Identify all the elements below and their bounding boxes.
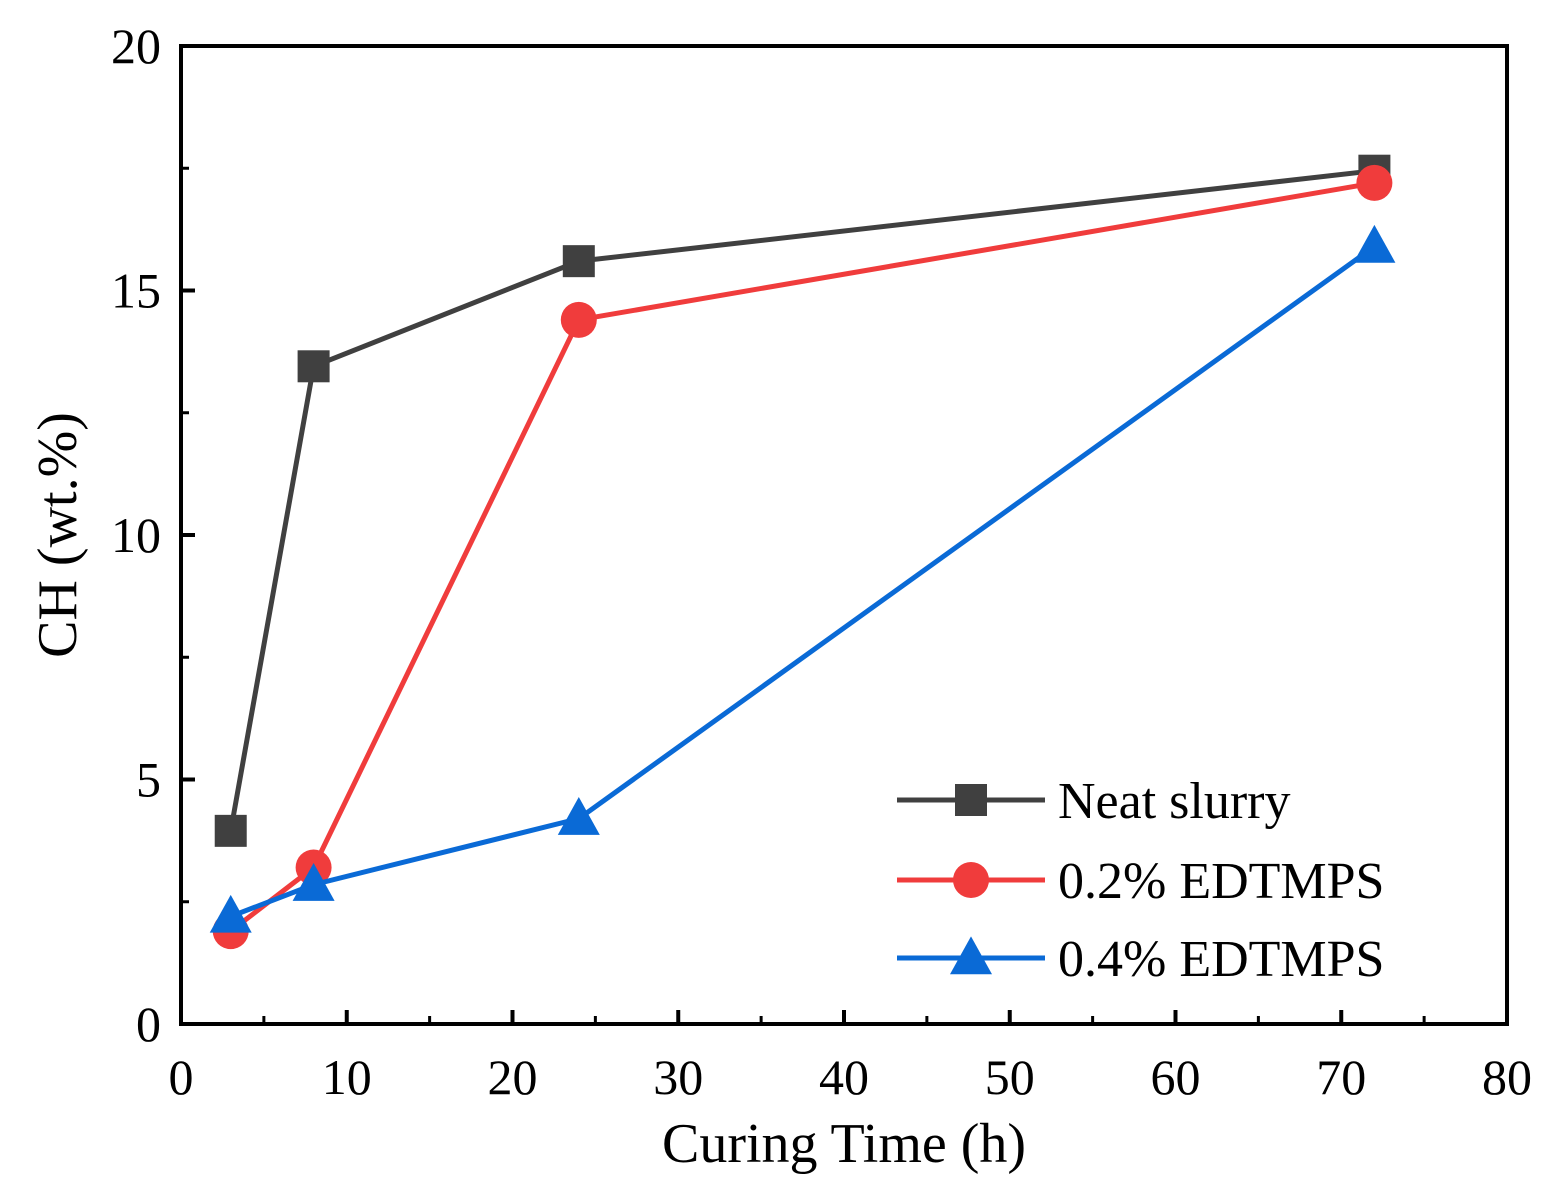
legend-item-2: 0.4% EDTMPS xyxy=(897,931,1384,988)
legend-label-1: 0.2% EDTMPS xyxy=(1058,853,1384,910)
x-tick-label-5: 50 xyxy=(985,1049,1035,1105)
data-point-2-2 xyxy=(557,797,600,835)
data-point-2-3 xyxy=(1353,224,1396,263)
y-axis-title: CH (wt.%) xyxy=(27,412,89,658)
y-tick-label-4: 20 xyxy=(111,18,161,74)
x-axis-title: Curing Time (h) xyxy=(662,1113,1026,1175)
y-tick-label-3: 15 xyxy=(111,263,161,319)
data-point-2-1 xyxy=(292,863,335,901)
data-point-0-2 xyxy=(562,245,595,278)
legend-label-2: 0.4% EDTMPS xyxy=(1058,931,1384,988)
x-tick-label-7: 70 xyxy=(1316,1049,1366,1105)
legend-label-0: Neat slurry xyxy=(1058,773,1290,830)
legend-marker-0 xyxy=(955,784,987,816)
legend-item-0: Neat slurry xyxy=(897,773,1290,830)
legend: Neat slurry 0.2% EDTMPS 0.4% EDTMPS xyxy=(897,773,1384,988)
series-1 xyxy=(212,164,1393,950)
axes-layer: 0 10 20 30 40 50 60 70 80 0 5 10 15 20 Curing Time (h)… xyxy=(27,18,1532,1175)
data-point-1-2 xyxy=(560,301,597,338)
legend-marker-2 xyxy=(950,936,992,975)
series-2 xyxy=(209,224,1396,933)
series-line-2 xyxy=(229,244,1376,919)
y-tick-label-2: 10 xyxy=(111,507,161,563)
x-tick-label-4: 40 xyxy=(819,1049,869,1105)
data-point-2-0 xyxy=(209,894,252,933)
x-tick-label-2: 20 xyxy=(488,1049,538,1105)
y-tick-label-0: 0 xyxy=(136,996,161,1052)
legend-item-1: 0.2% EDTMPS xyxy=(897,853,1384,910)
series-0 xyxy=(214,154,1391,847)
legend-marker-1 xyxy=(953,862,989,898)
data-point-0-1 xyxy=(297,350,330,383)
y-tick-label-1: 5 xyxy=(136,752,161,808)
x-tick-label-0: 0 xyxy=(169,1049,194,1105)
series-line-0 xyxy=(228,168,1375,832)
x-tick-label-8: 80 xyxy=(1482,1049,1532,1105)
data-point-0-0 xyxy=(214,814,247,847)
x-tick-label-3: 30 xyxy=(653,1049,703,1105)
series-layer xyxy=(209,154,1396,950)
x-tick-label-6: 60 xyxy=(1151,1049,1201,1105)
x-tick-label-1: 10 xyxy=(322,1049,372,1105)
data-point-1-3 xyxy=(1356,164,1393,201)
